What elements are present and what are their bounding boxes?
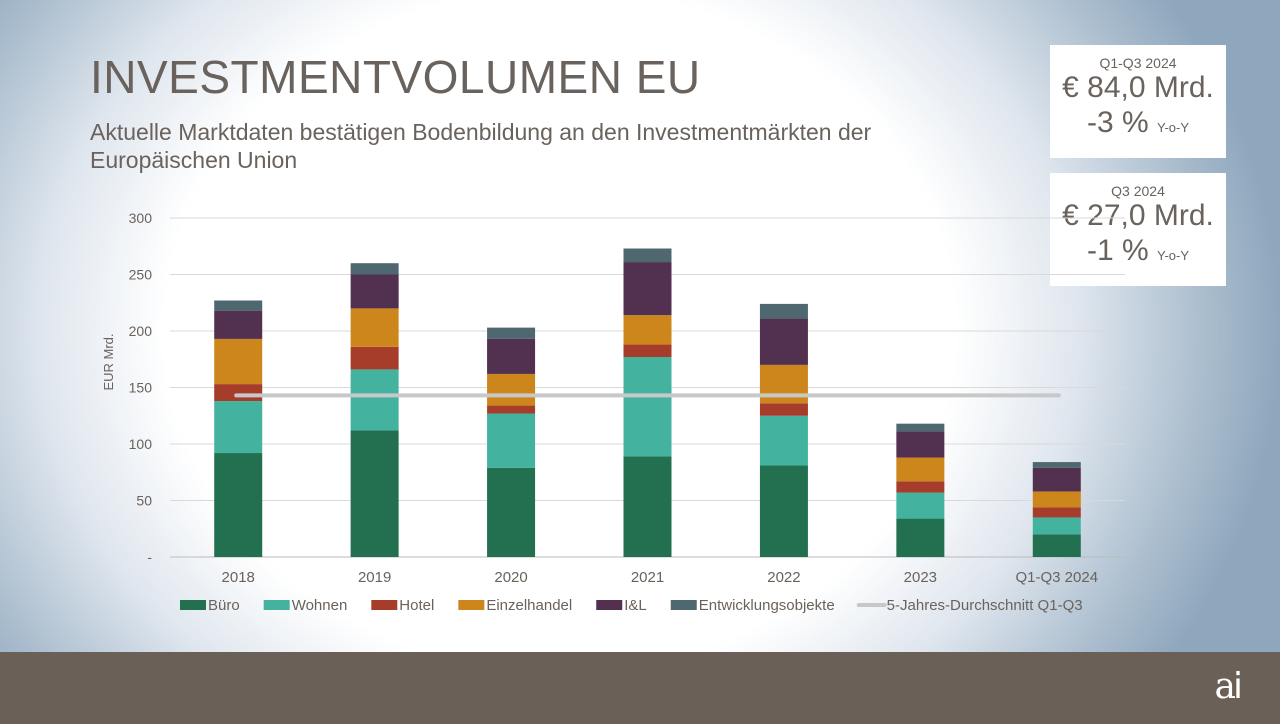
legend-label: Entwicklungsobjekte — [699, 597, 835, 614]
y-axis-label: EUR Mrd. — [101, 333, 116, 390]
x-tick-label: 2022 — [767, 569, 800, 586]
bar-segment — [350, 430, 399, 557]
legend-label: Wohnen — [292, 597, 348, 614]
stacked-bar-chart: - 50 100 150 200 250 300 EUR Mrd. 2018 2019 2020 20… — [101, 210, 1125, 614]
page-subtitle: Aktuelle Marktdaten bestätigen Bodenbild… — [90, 119, 872, 173]
footer-bar: ai — [0, 652, 1280, 724]
bar-segment — [896, 431, 945, 458]
bar-segment — [214, 384, 263, 402]
legend-swatch — [263, 600, 290, 610]
bar-segment — [487, 338, 536, 374]
x-tick-label: 2018 — [222, 569, 255, 586]
kpi-change: -3 % — [1086, 106, 1149, 139]
kpi-card-q1-q3: Q1-Q3 2024 € 84,0 Mrd. -3 % Y-o-Y — [1050, 45, 1226, 158]
bar-segment — [1032, 517, 1081, 535]
bar-segment — [623, 356, 672, 457]
bar-segment — [350, 346, 399, 370]
bar-segment — [350, 274, 399, 309]
bar-segment — [896, 423, 945, 432]
bar-segment — [896, 518, 945, 557]
bar-segment — [487, 413, 536, 468]
legend-label: 5-Jahres-Durchschnitt Q1-Q3 — [887, 597, 1083, 614]
bar-segment — [623, 456, 672, 557]
kpi-value: € 27,0 Mrd. — [1062, 199, 1214, 232]
kpi-period: Q1-Q3 2024 — [1099, 55, 1177, 71]
x-tick-label: 2019 — [358, 569, 391, 586]
legend-swatch — [596, 600, 623, 610]
kpi-change: -1 % — [1086, 234, 1149, 267]
bar-segment — [1032, 534, 1081, 557]
bar-segment — [350, 263, 399, 275]
x-tick-label: 2023 — [904, 569, 937, 586]
bar-segment — [350, 308, 399, 347]
legend-swatch — [458, 600, 485, 610]
bar-segment — [623, 315, 672, 345]
legend-swatch — [670, 600, 697, 610]
company-logo: ai — [1214, 666, 1243, 707]
bar-segment — [759, 303, 808, 319]
bar-segment — [214, 453, 263, 557]
bar-segment — [487, 405, 536, 414]
y-tick-label: 50 — [136, 493, 152, 509]
page-title: INVESTMENTVOLUMEN EU — [90, 51, 701, 103]
legend-swatch — [371, 600, 398, 610]
bar-segment — [214, 401, 263, 454]
y-tick-label: 150 — [129, 380, 153, 396]
bar-segment — [896, 481, 945, 493]
bar-segment — [214, 310, 263, 339]
legend-label: I&L — [624, 597, 647, 614]
bar-segment — [623, 248, 672, 263]
y-tick-label: 300 — [129, 210, 153, 226]
kpi-period: Q3 2024 — [1111, 183, 1165, 199]
kpi-value: € 84,0 Mrd. — [1062, 71, 1214, 104]
bar-segment — [1032, 467, 1081, 492]
bar-segment — [214, 338, 263, 385]
bar-segment — [759, 364, 808, 404]
bar-segment — [623, 344, 672, 357]
bar-segment — [759, 318, 808, 365]
legend-swatch — [180, 600, 206, 610]
y-tick-label: - — [147, 549, 152, 565]
bar-segment — [896, 492, 945, 519]
bar-segment — [214, 300, 263, 311]
y-tick-label: 100 — [129, 436, 153, 452]
bar-segment — [487, 327, 536, 339]
bar-segment — [1032, 507, 1081, 518]
bar-segment — [1032, 491, 1081, 508]
kpi-change-unit: Y-o-Y — [1156, 248, 1190, 263]
y-tick-label: 250 — [129, 267, 153, 283]
bar-segment — [759, 403, 808, 416]
legend-label: Einzelhandel — [486, 597, 572, 614]
bar-segment — [487, 373, 536, 406]
bar-segment — [623, 262, 672, 316]
y-tick-label: 200 — [129, 323, 153, 339]
x-tick-label: Q1-Q3 2024 — [1016, 569, 1099, 586]
x-tick-label: 2021 — [631, 569, 664, 586]
legend-label: Büro — [208, 597, 240, 614]
kpi-change-unit: Y-o-Y — [1156, 120, 1190, 135]
bar-segment — [1032, 462, 1081, 468]
x-tick-label: 2020 — [494, 569, 527, 586]
bar-segment — [759, 465, 808, 557]
kpi-card-q3: Q3 2024 € 27,0 Mrd. -1 % Y-o-Y — [1050, 173, 1226, 286]
legend-label: Hotel — [399, 597, 434, 614]
bar-segment — [487, 467, 536, 557]
bar-segment — [759, 415, 808, 466]
bar-segment — [350, 369, 399, 431]
bar-segment — [896, 457, 945, 482]
